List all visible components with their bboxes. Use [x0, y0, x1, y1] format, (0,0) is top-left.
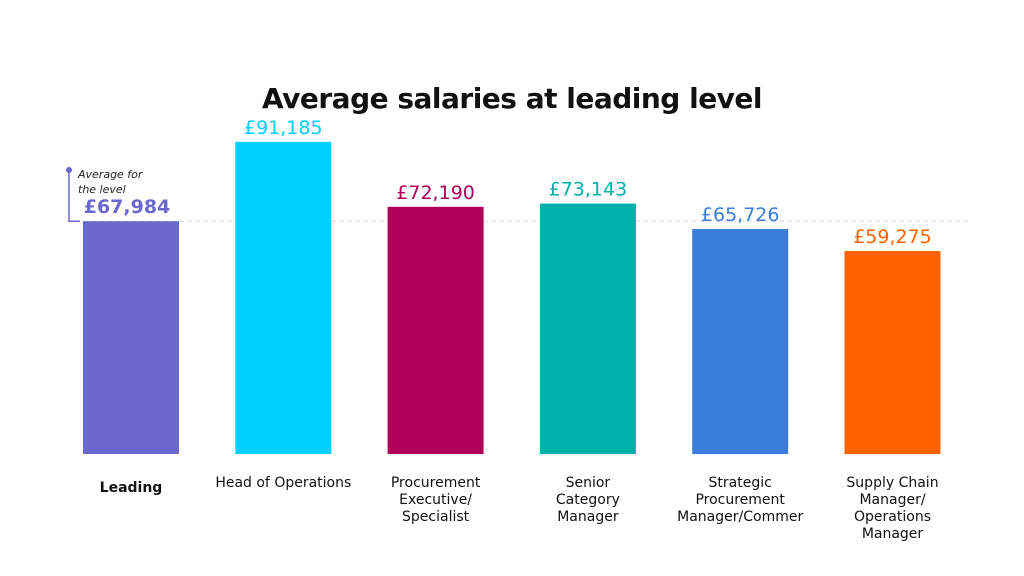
category-label-5: Supply Chain Manager/Operations Manager — [823, 475, 963, 543]
category-label-1-line-0: Head of Operations — [215, 475, 352, 491]
category-label-4-line-0: Strategic — [708, 475, 772, 491]
category-label-5-line-1: Manager/ — [859, 492, 926, 508]
category-label-2-line-1: Executive/ — [399, 492, 473, 508]
annotation-dot — [66, 167, 72, 173]
category-label-4-line-2: Manager/Commer — [677, 509, 804, 525]
bar-0 — [83, 221, 179, 454]
bar-1 — [235, 141, 332, 454]
average-annotation-line2: the level — [78, 183, 126, 196]
category-label-5-line-0: Supply Chain — [846, 475, 939, 491]
bar-3 — [539, 203, 636, 454]
value-label-2: £72,190 — [396, 182, 475, 204]
bar-2 — [387, 206, 484, 454]
average-annotation-line1: Average for — [78, 168, 143, 181]
value-label-3: £73,143 — [549, 179, 628, 201]
value-label-1: £91,185 — [244, 117, 323, 139]
annotation-bracket — [68, 170, 80, 222]
value-label-0: £67,984 — [84, 196, 171, 218]
category-label-2-line-0: Procurement — [390, 475, 481, 491]
chart-title: Average salaries at leading level — [261, 82, 763, 115]
category-label-5-line-2: Operations — [854, 509, 931, 525]
category-label-0-line-0: Leading — [99, 480, 163, 496]
category-label-3-line-1: Category — [555, 492, 620, 508]
category-label-0: Leading — [61, 480, 201, 497]
average-annotation: Average for the level — [78, 167, 158, 197]
category-label-4-line-1: Procurement — [695, 492, 785, 508]
category-label-3-line-0: Senior — [565, 475, 611, 491]
bar-5 — [844, 251, 941, 454]
category-label-2-line-2: Specialist — [402, 509, 470, 525]
category-label-4: Strategic Procurement Manager/Commer — [670, 475, 810, 526]
value-label-5: £59,275 — [853, 226, 932, 248]
category-label-1: Head of Operations — [213, 475, 353, 492]
bar-4 — [692, 228, 789, 454]
value-label-4: £65,726 — [701, 204, 780, 226]
category-label-2: Procurement Executive/Specialist — [366, 475, 506, 526]
category-label-3: Senior Category Manager — [518, 475, 658, 526]
category-label-5-line-3: Manager — [861, 526, 924, 542]
category-label-3-line-2: Manager — [557, 509, 619, 525]
